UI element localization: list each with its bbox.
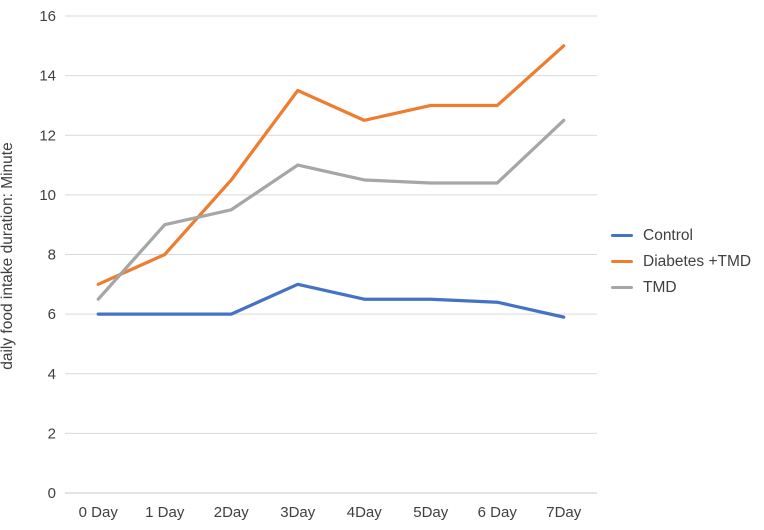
legend-label: Control bbox=[643, 226, 693, 244]
x-tick-label: 2Day bbox=[214, 504, 250, 521]
y-tick-label: 4 bbox=[48, 366, 56, 383]
x-tick-label: 7Day bbox=[546, 504, 582, 521]
y-tick-label: 10 bbox=[39, 187, 56, 204]
legend-item-tmd: TMD bbox=[611, 279, 751, 296]
y-tick-label: 16 bbox=[39, 8, 56, 25]
y-tick-label: 0 bbox=[48, 485, 56, 502]
x-tick-label: 4Day bbox=[347, 504, 383, 521]
x-tick-label: 0 Day bbox=[79, 504, 119, 521]
x-tick-label: 3Day bbox=[280, 504, 316, 521]
series-line-diabetes-tmd bbox=[96, 44, 566, 286]
x-tick-label: 5Day bbox=[413, 504, 449, 521]
legend-item-diabetes-tmd: Diabetes +TMD bbox=[611, 253, 751, 270]
y-tick-label: 14 bbox=[39, 68, 56, 85]
legend-item-control: Control bbox=[611, 227, 751, 244]
y-tick-label: 2 bbox=[48, 425, 56, 442]
series-line-tmd bbox=[96, 118, 566, 301]
y-axis-title: daily food intake duration: Minute bbox=[0, 142, 16, 370]
legend-swatch-control bbox=[611, 233, 633, 238]
y-tick-label: 12 bbox=[39, 127, 56, 144]
legend: Control Diabetes +TMD TMD bbox=[611, 227, 751, 296]
series-line-control bbox=[96, 282, 566, 319]
legend-label: TMD bbox=[643, 278, 677, 296]
legend-swatch-diabetes-tmd bbox=[611, 259, 633, 264]
x-tick-label: 6 Day bbox=[478, 504, 518, 521]
legend-label: Diabetes +TMD bbox=[643, 252, 752, 270]
y-tick-label: 8 bbox=[48, 247, 56, 264]
y-tick-label: 6 bbox=[48, 306, 56, 323]
x-tick-label: 1 Day bbox=[145, 504, 185, 521]
legend-swatch-tmd bbox=[611, 285, 633, 290]
